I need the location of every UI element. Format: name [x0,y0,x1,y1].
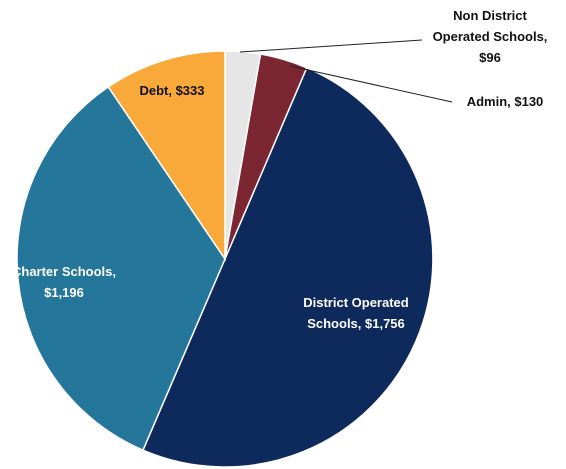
data-label-admin: Admin, $130 [467,94,544,109]
data-label-charter-schools: Charter Schools, $1,196 [12,264,116,300]
data-label-non-district-operated-schools: Non District Operated Schools, $96 [433,8,548,65]
data-label-district-operated-schools: District Operated Schools, $1,756 [303,295,409,331]
data-label-debt: Debt, $333 [139,83,204,98]
pie-slices [16,50,434,468]
slice-district-operated-schools [141,66,434,468]
leader-line-non-district-operated-schools [239,39,423,53]
slice-charter-schools [16,85,226,452]
leader-lines [239,39,453,103]
leader-line-admin [289,65,453,103]
slice-debt [107,50,226,262]
data-labels: Non District Operated Schools, $96 Admin, $… [12,8,547,331]
